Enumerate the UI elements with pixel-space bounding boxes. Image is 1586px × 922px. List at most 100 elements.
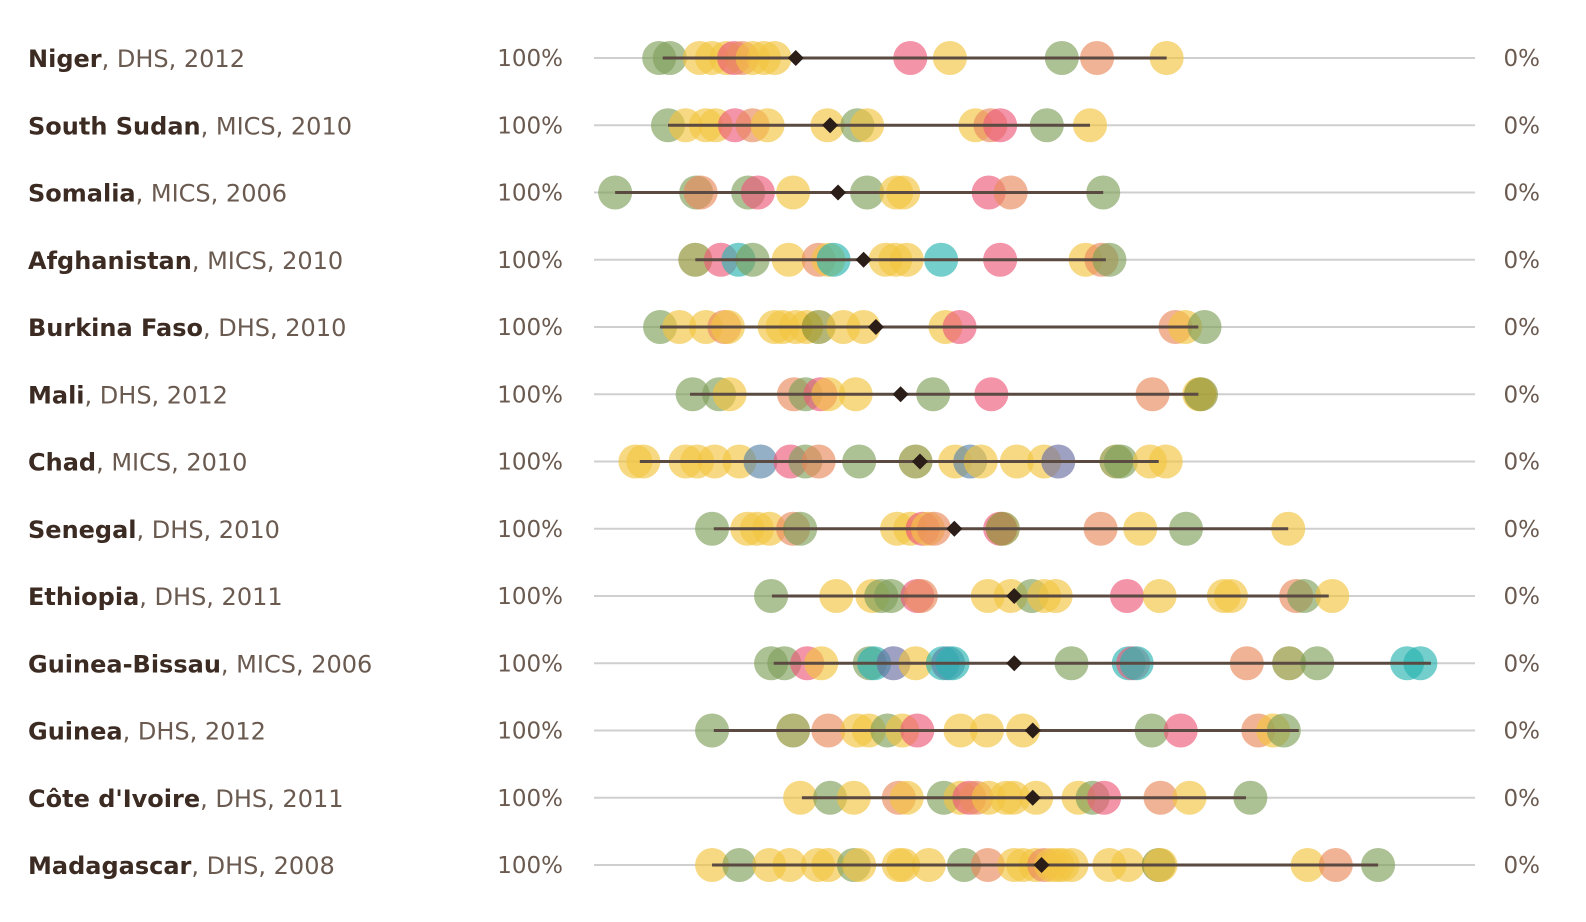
median-marker [855,251,872,268]
survey-meta: , MICS, 2006 [221,650,372,678]
median-marker [830,184,847,201]
survey-meta: , DHS, 2011 [200,785,343,813]
country-name: Chad [28,449,96,477]
row-label: Afghanistan, MICS, 2010 [28,247,343,275]
left-pct-label: 100% [497,181,563,207]
country-name: Côte d'Ivoire [28,785,200,813]
country-name: Somalia [28,180,136,208]
country-name: Niger [28,45,102,73]
data-point [1184,377,1219,412]
row-label: Burkina Faso, DHS, 2010 [28,314,346,342]
right-pct-label: 0% [1504,517,1541,543]
data-point [783,780,818,815]
median-marker [822,117,839,134]
right-pct-label: 0% [1504,46,1541,72]
data-point [695,511,730,546]
right-pct-label: 0% [1504,719,1541,745]
chart-row: Niger, DHS, 2012 100% 0% [28,41,1540,75]
median-marker [867,319,884,335]
survey-meta: , DHS, 2011 [139,583,282,611]
median-marker [1006,588,1023,604]
right-pct-label: 0% [1504,651,1541,677]
survey-meta: , DHS, 2010 [137,516,280,544]
left-pct-label: 100% [497,584,563,610]
right-pct-label: 0% [1504,181,1541,207]
chart-row: Guinea, DHS, 2012 100% 0% [28,713,1541,748]
chart-row: Afghanistan, MICS, 2010 100% 0% [28,242,1541,277]
survey-meta: , MICS, 2010 [96,449,247,477]
row-label: Côte d'Ivoire, DHS, 2011 [28,785,344,813]
row-label: Senegal, DHS, 2010 [28,516,280,544]
median-marker [1006,655,1023,672]
survey-meta: , DHS, 2012 [123,718,266,746]
right-pct-label: 0% [1504,584,1541,610]
chart-row: South Sudan, MICS, 2010 100% 0% [28,108,1541,143]
right-pct-label: 0% [1504,248,1541,274]
data-point [754,579,789,613]
survey-meta: , DHS, 2012 [85,381,228,409]
country-name: Madagascar [28,852,192,880]
left-pct-label: 100% [497,382,563,408]
row-label: Guinea, DHS, 2012 [28,718,266,746]
row-label: Guinea-Bissau, MICS, 2006 [28,650,372,678]
chart-row: Chad, MICS, 2010 100% 0% [28,444,1541,479]
chart-row: Senegal, DHS, 2010 100% 0% [28,511,1541,546]
chart-row: Burkina Faso, DHS, 2010 100% 0% [28,310,1540,344]
median-marker [1024,722,1041,739]
right-pct-label: 0% [1504,786,1541,812]
survey-meta: , DHS, 2008 [191,852,334,880]
right-pct-label: 0% [1504,853,1541,879]
right-pct-label: 0% [1504,382,1541,408]
right-pct-label: 0% [1504,113,1541,139]
row-label: Mali, DHS, 2012 [28,381,228,409]
survey-meta: , DHS, 2010 [203,314,346,342]
median-marker [946,520,963,537]
survey-meta: , DHS, 2012 [102,45,245,73]
country-name: South Sudan [28,112,201,140]
left-pct-label: 100% [497,651,563,677]
left-pct-label: 100% [497,786,563,812]
data-point [1315,579,1350,613]
country-name: Afghanistan [28,247,192,275]
survey-meta: , MICS, 2010 [192,247,343,275]
chart-row: Côte d'Ivoire, DHS, 2011 100% 0% [28,780,1541,815]
left-pct-label: 100% [497,248,563,274]
country-name: Burkina Faso [28,314,203,342]
median-marker [892,386,909,403]
country-name: Senegal [28,516,137,544]
left-pct-label: 100% [497,853,563,879]
survey-meta: , MICS, 2006 [136,180,287,208]
chart-row: Somalia, MICS, 2006 100% 0% [28,175,1541,210]
row-label: Somalia, MICS, 2006 [28,180,287,208]
data-point [695,713,730,748]
row-label: Madagascar, DHS, 2008 [28,852,335,880]
country-name: Ethiopia [28,583,139,611]
right-pct-label: 0% [1504,450,1541,476]
row-label: Niger, DHS, 2012 [28,45,245,73]
chart-row: Mali, DHS, 2012 100% 0% [28,377,1541,412]
country-name: Mali [28,381,85,409]
data-point [1187,310,1222,344]
country-name: Guinea [28,718,123,746]
left-pct-label: 100% [497,46,563,72]
row-label: Ethiopia, DHS, 2011 [28,583,283,611]
survey-meta: , MICS, 2010 [201,112,352,140]
chart-row: Madagascar, DHS, 2008 100% 0% [28,848,1540,882]
left-pct-label: 100% [497,315,563,341]
data-point [1092,242,1127,277]
median-marker [1024,789,1041,806]
data-point [1233,780,1268,815]
left-pct-label: 100% [497,719,563,745]
median-marker [787,50,804,66]
median-marker [911,453,928,470]
country-name: Guinea-Bissau [28,650,221,678]
median-marker [1033,857,1050,873]
chart-row: Guinea-Bissau, MICS, 2006 100% 0% [28,646,1541,681]
chart-row: Ethiopia, DHS, 2011 100% 0% [28,579,1540,613]
left-pct-label: 100% [497,517,563,543]
left-pct-label: 100% [497,113,563,139]
row-label: Chad, MICS, 2010 [28,449,247,477]
data-point [1148,444,1183,479]
left-pct-label: 100% [497,450,563,476]
